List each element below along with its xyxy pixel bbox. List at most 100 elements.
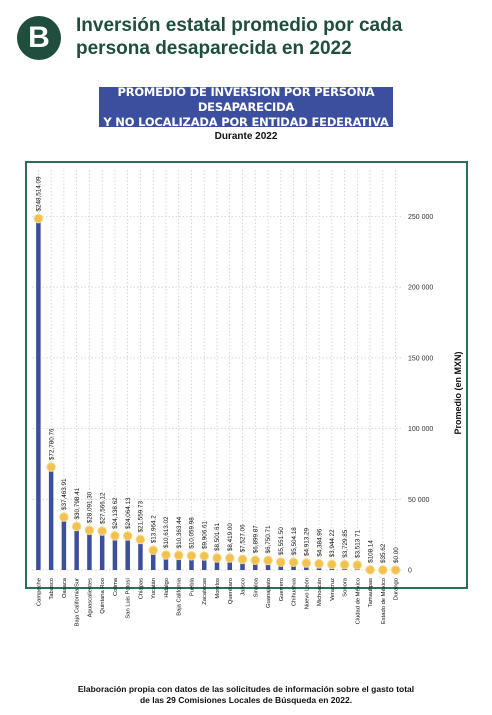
data-label: $108.14 — [367, 540, 374, 563]
bar — [61, 517, 67, 570]
category-label: Campeche — [36, 578, 42, 606]
bar-marker — [97, 526, 107, 536]
category-label: Quintana Roo — [100, 578, 106, 614]
category-label: Querétaro — [228, 578, 234, 604]
y-tick-label: 250 000 — [408, 214, 433, 221]
data-label: $8,419.00 — [227, 523, 234, 552]
category-label: Hidalgo — [164, 578, 170, 598]
data-label: $30,798.41 — [74, 487, 81, 519]
bar-marker — [352, 560, 363, 570]
source-line-1: Elaboración propia con datos de las soli… — [77, 684, 415, 694]
bar — [227, 558, 233, 570]
source-note: Elaboración propia con datos de las soli… — [0, 684, 492, 706]
category-label: Zacatecas — [202, 578, 208, 605]
data-label: $21,559.73 — [138, 500, 145, 532]
data-label: $3,944.22 — [329, 529, 336, 558]
category-label: Ciudad de México — [355, 578, 361, 624]
data-label: $3,729.85 — [342, 529, 349, 558]
category-label: Oaxaca — [62, 577, 68, 598]
bar-marker — [199, 551, 210, 561]
category-label: Aguascalientes — [87, 578, 93, 617]
category-label: Chiapas — [138, 578, 144, 599]
banner-line-2: Y NO LOCALIZADA POR ENTIDAD FEDERATIVA — [103, 114, 389, 129]
bar-marker — [122, 531, 133, 541]
bar — [74, 526, 79, 570]
section-badge: B — [17, 16, 61, 60]
bar — [189, 555, 194, 570]
category-label: Jalisco — [241, 578, 247, 596]
category-label: Veracruz — [330, 578, 336, 601]
category-label: Baja California — [177, 577, 183, 615]
bar — [87, 530, 92, 570]
data-label: $8,501.61 — [214, 522, 221, 551]
data-label: $7,527.06 — [240, 524, 247, 553]
bar-marker — [378, 565, 388, 575]
category-label: Guerrero — [279, 578, 285, 601]
data-label: $5,551.50 — [278, 527, 285, 556]
y-axis-title: Promedio (en MXN) — [453, 351, 463, 434]
y-tick-label: 200 000 — [408, 285, 433, 292]
category-label: Tabasco — [49, 578, 55, 600]
bar-marker — [314, 558, 324, 569]
data-label: $248,514.09 — [36, 176, 43, 212]
bar-marker — [224, 553, 235, 563]
bar — [240, 559, 245, 570]
category-label: Nuevo León — [304, 578, 310, 609]
bar — [163, 554, 169, 570]
bar-marker — [301, 558, 312, 568]
bar — [48, 467, 54, 570]
bar-marker — [46, 462, 56, 472]
chart-frame — [25, 161, 468, 589]
category-label: Colima — [113, 577, 119, 596]
data-label: $28,091.30 — [87, 491, 94, 523]
category-label: Morelos — [215, 578, 221, 599]
category-label: San Luis Potosí — [126, 578, 132, 619]
category-label: Durango — [394, 578, 400, 600]
data-label: $72,780.76 — [48, 428, 55, 460]
category-label: Sinaloa — [253, 577, 259, 597]
data-label: $5,504.18 — [291, 527, 298, 556]
chart-subtitle: Durante 2022 — [214, 131, 278, 142]
bar-marker — [186, 550, 197, 561]
data-label: $10,059.98 — [189, 517, 196, 549]
bar-marker — [390, 565, 401, 575]
y-tick-label: 150 000 — [408, 355, 433, 362]
data-label: $24,064.13 — [125, 497, 132, 529]
y-tick-label: 0 — [408, 568, 412, 575]
bar — [201, 555, 207, 570]
data-label: $27,566.12 — [99, 492, 106, 524]
bar-marker — [173, 550, 184, 561]
data-label: $6,899.87 — [252, 525, 259, 554]
category-label: Guanajuato — [266, 578, 272, 608]
bar-marker — [135, 534, 146, 545]
category-label: Chihuahua — [292, 577, 298, 606]
bar — [138, 539, 143, 570]
data-label: $37,463.91 — [61, 478, 68, 510]
category-label: Puebla — [189, 577, 195, 596]
bar-marker — [148, 545, 159, 556]
category-label: Tamaulipas — [368, 578, 374, 607]
category-label: Sonora — [343, 577, 349, 596]
y-tick-label: 100 000 — [408, 426, 433, 433]
bar-marker — [84, 525, 95, 536]
bar — [36, 218, 41, 570]
data-label: $4,384.96 — [316, 528, 323, 557]
bar-marker — [237, 554, 248, 565]
bar-marker — [263, 555, 273, 566]
bar — [99, 531, 105, 570]
category-label: Baja California Sur — [75, 578, 81, 626]
bar-marker — [212, 553, 222, 563]
bar — [214, 557, 220, 570]
source-line-2: de las 29 Comisiones Locales de Búsqueda… — [139, 695, 353, 705]
bar — [112, 535, 118, 570]
bar-marker — [59, 512, 69, 522]
data-label: $10,613.02 — [163, 516, 170, 548]
category-label: Estado de México — [381, 578, 387, 624]
bar-marker — [71, 521, 82, 532]
chart-banner: PROMEDIO DE INVERSIÓN POR PERSONA DESAPA… — [99, 85, 393, 129]
bar-marker — [110, 531, 120, 541]
bar — [253, 560, 258, 570]
bar-marker — [33, 213, 44, 224]
bar-marker — [327, 559, 337, 570]
